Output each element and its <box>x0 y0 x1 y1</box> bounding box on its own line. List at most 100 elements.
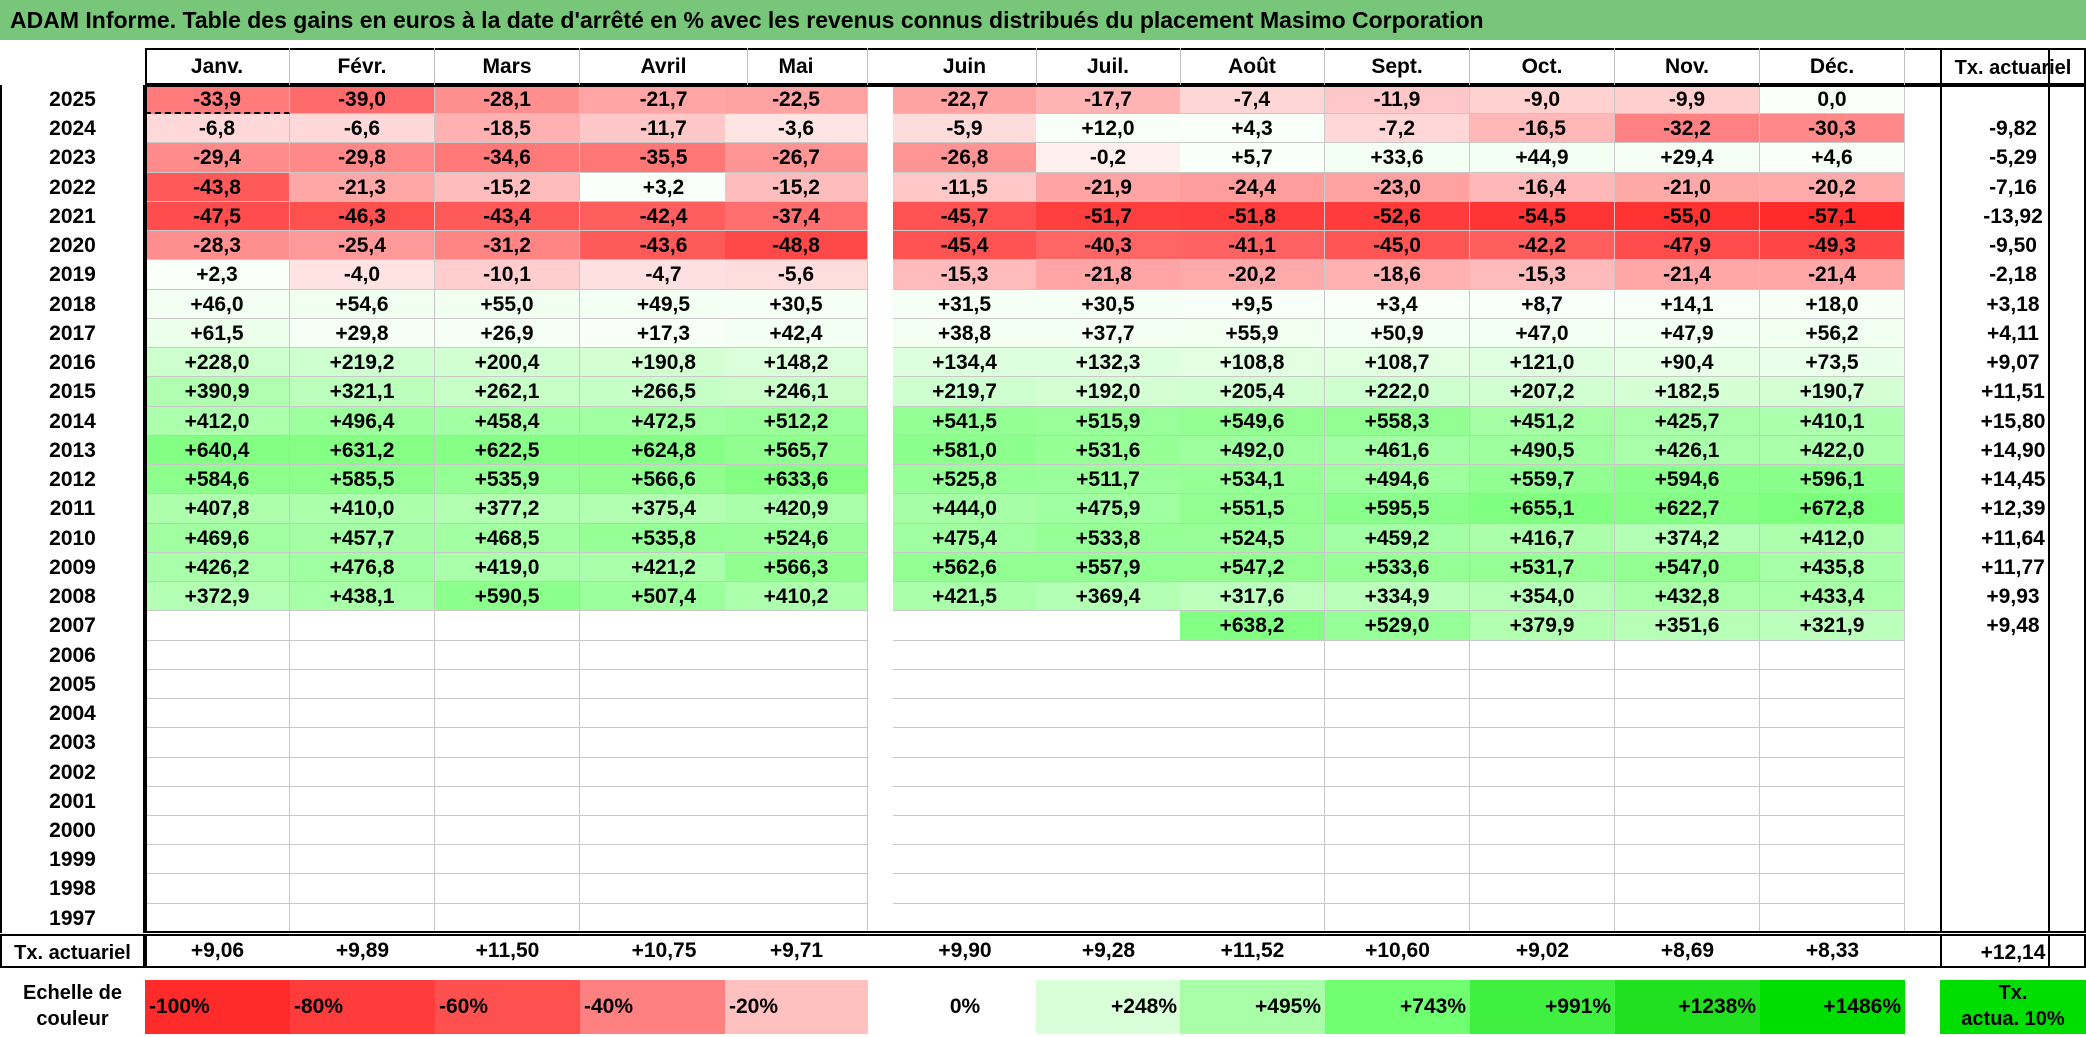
heatmap-cell: +472,5 <box>580 406 748 436</box>
heatmap-cell: +73,5 <box>1760 348 1905 378</box>
heatmap-cell: +56,2 <box>1760 318 1905 349</box>
annual-rate: -5,29 <box>1989 146 2037 170</box>
heatmap-cell: +426,2 <box>145 552 290 583</box>
heatmap-cell <box>1470 757 1615 787</box>
heatmap-cell: -16,4 <box>1470 172 1615 202</box>
heatmap-cell: -32,2 <box>1615 114 1760 144</box>
heatmap-cell: +17,3 <box>580 318 748 349</box>
heatmap-cell: -33,9 <box>145 85 290 115</box>
heatmap-cell <box>1615 816 1760 846</box>
heatmap-cell <box>290 874 435 904</box>
heatmap-cell: -46,3 <box>290 201 435 232</box>
footer-rate: +9,89 <box>335 939 390 962</box>
heatmap-cell <box>145 699 290 729</box>
heatmap-cell <box>290 845 435 875</box>
heatmap-cell <box>580 728 748 758</box>
heatmap-cell: +581,0 <box>893 435 1037 466</box>
heatmap-cell <box>580 816 748 846</box>
year-label: 2018 <box>49 292 96 316</box>
scale-swatch: +1486% <box>1760 980 1905 1034</box>
heatmap-cell: -41,1 <box>1180 231 1325 261</box>
footer-rate: +9,02 <box>1515 939 1570 962</box>
year-label: 2006 <box>49 643 96 667</box>
heatmap-cell: +205,4 <box>1180 377 1325 407</box>
heatmap-cell: +42,4 <box>725 318 868 349</box>
heatmap-cell <box>893 669 1037 700</box>
scale-swatch: +991% <box>1470 980 1615 1034</box>
heatmap-cell: -22,5 <box>725 85 868 115</box>
heatmap-cell: -37,4 <box>725 201 868 232</box>
heatmap-cell <box>580 786 748 816</box>
heatmap-cell: +419,0 <box>435 552 580 583</box>
heatmap-cell: +228,0 <box>145 348 290 378</box>
heatmap-cell: -40,3 <box>1036 231 1181 261</box>
heatmap-cell: +134,4 <box>893 348 1037 378</box>
heatmap-cell: +3,2 <box>580 172 748 202</box>
year-label: 2013 <box>49 438 96 462</box>
heatmap-cell <box>290 611 435 641</box>
heatmap-cell: -26,8 <box>893 143 1037 173</box>
month-header-4: Avril <box>580 48 748 85</box>
heatmap-cell <box>893 699 1037 729</box>
heatmap-cell <box>1325 728 1470 758</box>
footer-rate: +10,75 <box>631 939 697 962</box>
heatmap-cell <box>893 786 1037 816</box>
year-label: 2020 <box>49 234 96 258</box>
heatmap-cell: +624,8 <box>580 435 748 466</box>
year-label: 2007 <box>49 614 96 638</box>
heatmap-cell <box>1036 845 1181 875</box>
heatmap-cell <box>1036 669 1181 700</box>
footer-total: +12,14 <box>1940 934 2086 968</box>
heatmap-cell <box>290 728 435 758</box>
scale-swatch: -60% <box>435 980 580 1034</box>
year-label: 2010 <box>49 526 96 550</box>
heatmap-cell <box>145 640 290 670</box>
scale-label-line1: Echelle de <box>23 982 122 1004</box>
heatmap-cell: +426,1 <box>1615 435 1760 466</box>
heatmap-cell: +351,6 <box>1615 611 1760 641</box>
footer-rate: +9,71 <box>769 939 824 962</box>
heatmap-cell: +444,0 <box>893 494 1037 524</box>
heatmap-cell: -29,8 <box>290 143 435 173</box>
heatmap-cell: -47,9 <box>1615 231 1760 261</box>
heatmap-cell <box>1036 699 1181 729</box>
heatmap-cell: +476,8 <box>290 552 435 583</box>
heatmap-cell <box>1325 699 1470 729</box>
heatmap-cell: +622,7 <box>1615 494 1760 524</box>
heatmap-cell <box>1325 845 1470 875</box>
heatmap-cell: +432,8 <box>1615 582 1760 612</box>
heatmap-cell <box>1470 699 1615 729</box>
heatmap-cell: +459,2 <box>1325 523 1470 553</box>
heatmap-cell: +46,0 <box>145 289 290 319</box>
heatmap-cell: -45,0 <box>1325 231 1470 261</box>
heatmap-cell: +433,4 <box>1760 582 1905 612</box>
scale-tx-line2: actua. 10% <box>1961 1008 2065 1030</box>
heatmap-cell <box>725 699 868 729</box>
heatmap-cell: +375,4 <box>580 494 748 524</box>
heatmap-cell <box>290 640 435 670</box>
heatmap-cell: +50,9 <box>1325 318 1470 349</box>
annual-rate: +11,51 <box>1981 380 2045 404</box>
heatmap-cell <box>435 874 580 904</box>
heatmap-cell: +219,7 <box>893 377 1037 407</box>
annual-rate: -13,92 <box>1983 204 2043 228</box>
heatmap-cell <box>893 874 1037 904</box>
heatmap-cell <box>145 816 290 846</box>
heatmap-cell <box>580 699 748 729</box>
heatmap-cell <box>290 699 435 729</box>
heatmap-cell: +435,8 <box>1760 552 1905 583</box>
heatmap-cell: +490,5 <box>1470 435 1615 466</box>
scale-swatch: -20% <box>725 980 868 1034</box>
heatmap-cell: -21,3 <box>290 172 435 202</box>
heatmap-cell: +547,2 <box>1180 552 1325 583</box>
heatmap-cell: +374,2 <box>1615 523 1760 553</box>
heatmap-cell: +379,9 <box>1470 611 1615 641</box>
annual-rate: +11,64 <box>1981 526 2045 550</box>
heatmap-cell <box>725 786 868 816</box>
heatmap-cell: +475,4 <box>893 523 1037 553</box>
heatmap-cell: +54,6 <box>290 289 435 319</box>
heatmap-cell <box>1325 669 1470 700</box>
annual-rate: +15,80 <box>1980 409 2046 433</box>
heatmap-cell <box>580 669 748 700</box>
heatmap-cell: +557,9 <box>1036 552 1181 583</box>
